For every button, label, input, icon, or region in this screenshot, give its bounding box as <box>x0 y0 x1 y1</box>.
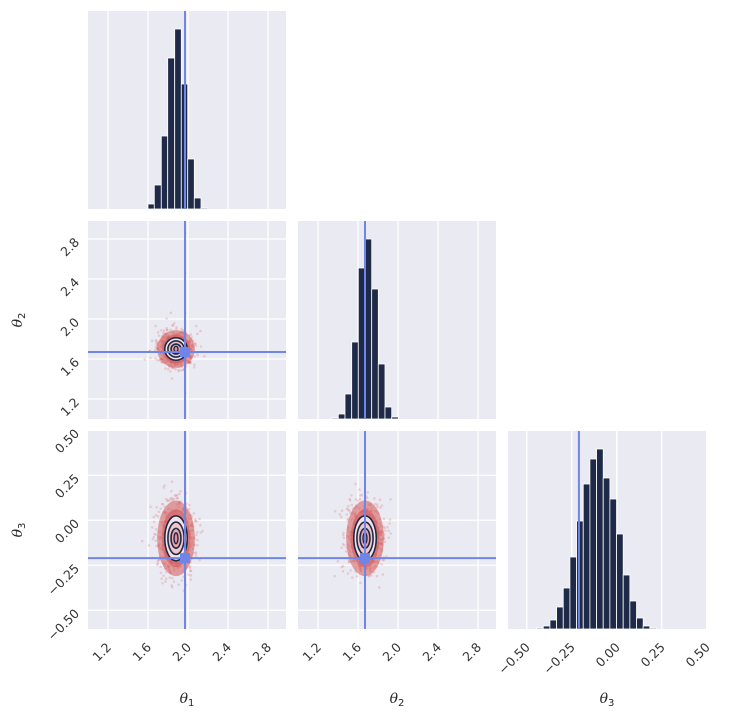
y-tick-label: −0.50 <box>44 606 82 644</box>
hist-bar <box>536 627 544 629</box>
hist-bar <box>384 406 393 419</box>
truth-marker <box>180 347 190 357</box>
hist-bar <box>174 28 182 209</box>
y-tick-label: 2.8 <box>57 234 82 259</box>
hist-bar <box>187 158 195 209</box>
density-contours <box>163 514 189 562</box>
hist-bar <box>331 417 339 419</box>
y-tick-label: −0.25 <box>44 561 82 599</box>
x-axis-label-θ1: θ1 <box>180 691 195 709</box>
hist-bar <box>642 625 651 629</box>
hist-bar <box>391 416 399 419</box>
hist-bar <box>542 625 551 629</box>
truth-marker <box>180 553 190 564</box>
y-tick-label: 1.6 <box>57 354 82 379</box>
y-tick-label: 2.4 <box>57 274 82 299</box>
hist-bar <box>167 57 176 209</box>
y-tick-label: 2.0 <box>57 314 82 339</box>
x-tick-label: 2.4 <box>209 639 234 664</box>
hist-bar <box>596 448 604 629</box>
hist-bar <box>636 617 644 629</box>
joint-panel-θ1-θ3 <box>88 431 286 629</box>
hist-bar <box>609 498 617 629</box>
x-tick-label: 0.25 <box>638 640 668 670</box>
joint-panel-θ2-θ3 <box>298 431 496 629</box>
hist-panel-θ2 <box>298 221 496 419</box>
joint-panel-θ1-θ2 <box>88 221 286 419</box>
y-tick-label: 0.00 <box>52 516 82 546</box>
x-tick-label: −0.25 <box>540 640 578 678</box>
hist-bar <box>351 341 359 419</box>
x-tick-label: 2.8 <box>459 639 484 664</box>
x-tick-label: 1.2 <box>89 640 114 665</box>
y-tick-label: 0.25 <box>52 471 82 501</box>
x-tick-label: 0.50 <box>683 639 713 669</box>
hist-bar <box>371 288 379 419</box>
x-tick-label: 0.00 <box>593 639 623 669</box>
y-tick-label: 0.50 <box>52 426 82 456</box>
hist-bar <box>337 413 346 419</box>
x-tick-label: 2.8 <box>249 639 274 664</box>
hist-bar <box>622 574 631 629</box>
hist-bar <box>357 267 366 419</box>
hist-bar <box>556 606 564 629</box>
x-axis-label-θ3: θ3 <box>600 691 615 709</box>
x-tick-label: 2.0 <box>379 639 404 664</box>
hist-bar <box>629 600 637 629</box>
y-axis-label-θ3: θ3 <box>10 523 28 538</box>
x-tick-label: 1.6 <box>339 639 364 664</box>
hist-bar <box>569 556 577 629</box>
x-tick-label: −0.50 <box>495 639 533 677</box>
y-tick-label: 1.2 <box>57 395 82 420</box>
hist-bar <box>193 197 202 209</box>
hist-bar <box>549 619 558 629</box>
hist-bar <box>582 483 591 629</box>
x-tick-label: 1.2 <box>299 640 324 665</box>
hist-panel-θ1 <box>88 11 286 209</box>
hist-bar <box>616 533 624 629</box>
hist-bar <box>160 135 169 209</box>
hist-bar <box>377 363 386 419</box>
hist-bar <box>200 207 209 209</box>
hist-bar <box>589 458 597 629</box>
hist-bar <box>562 587 571 629</box>
hist-bar <box>344 393 353 419</box>
x-tick-label: 2.0 <box>169 639 194 664</box>
hist-bar <box>602 477 611 629</box>
x-tick-label: 2.4 <box>419 639 444 664</box>
hist-panel-θ3 <box>508 431 706 629</box>
hist-bar <box>147 203 155 209</box>
truth-marker <box>360 553 370 564</box>
hist-bar <box>153 184 162 209</box>
hist-bar <box>364 238 373 419</box>
x-axis-label-θ2: θ2 <box>390 691 405 709</box>
y-axis-label-θ2: θ2 <box>10 313 28 328</box>
hist-bar <box>649 627 657 629</box>
x-tick-label: 1.6 <box>129 639 154 664</box>
